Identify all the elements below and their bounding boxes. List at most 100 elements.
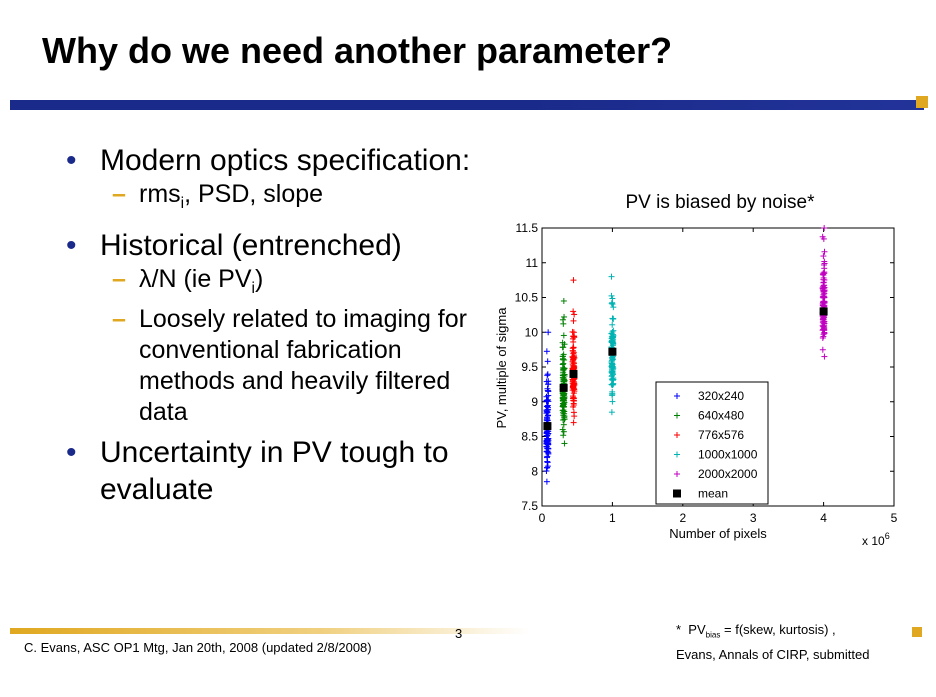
data-point — [571, 333, 578, 340]
data-point — [559, 344, 566, 351]
data-point — [561, 413, 568, 420]
data-point — [609, 315, 616, 322]
data-point — [821, 260, 828, 267]
y-tick-label: 10 — [525, 325, 539, 339]
data-point — [559, 353, 566, 360]
data-point — [544, 371, 551, 378]
data-point — [570, 419, 577, 426]
data-point — [569, 347, 576, 354]
sub-bullet-text: Loosely related to imaging for conventio… — [139, 305, 467, 426]
legend-box — [655, 381, 769, 505]
dash-icon: – — [112, 305, 126, 333]
data-point — [571, 311, 578, 318]
data-point — [609, 299, 616, 306]
data-point — [821, 225, 828, 231]
data-point — [571, 386, 578, 393]
data-point — [544, 453, 551, 460]
footer-bar — [10, 628, 530, 634]
bullet-dot-icon: • — [66, 144, 77, 177]
y-tick-label: 10.5 — [515, 291, 539, 305]
legend-label: 320x240 — [698, 389, 744, 403]
sub-bullet-rms: – rmsi, PSD, slope — [62, 179, 482, 219]
footer-accent-square — [912, 627, 922, 637]
bullet-text: Historical (entrenched) — [100, 229, 402, 262]
legend-label: 776x576 — [698, 428, 744, 442]
data-point — [559, 426, 566, 433]
data-point — [820, 235, 827, 242]
data-point — [610, 304, 617, 311]
y-tick-label: 8 — [531, 464, 538, 478]
mean-marker — [569, 369, 578, 378]
mean-marker — [543, 422, 552, 431]
legend-item: 2000x2000 — [674, 467, 758, 481]
x-tick-label: 2 — [679, 511, 686, 525]
data-point — [543, 348, 550, 355]
x-multiplier-exponent: 6 — [885, 531, 890, 541]
bullet-modern-optics: • Modern optics specification: — [62, 142, 482, 179]
data-point — [545, 381, 552, 388]
sub-bullet-text-after: , PSD, slope — [184, 180, 324, 208]
data-point — [544, 412, 551, 419]
sub-bullet-text: λ/N (ie PV — [139, 265, 252, 293]
data-point — [819, 316, 826, 323]
data-point — [545, 387, 552, 394]
sub-bullet-loosely: – Loosely related to imaging for convent… — [62, 304, 482, 428]
subscript: i — [180, 195, 185, 212]
page-number: 3 — [455, 626, 463, 641]
data-point — [561, 341, 568, 348]
data-point — [609, 338, 616, 345]
data-point — [561, 440, 568, 447]
data-point — [543, 478, 550, 485]
data-point — [560, 403, 567, 410]
data-point — [608, 409, 615, 416]
legend-mean-marker — [673, 489, 681, 498]
data-point — [608, 370, 615, 377]
data-point — [570, 344, 577, 351]
data-point — [610, 380, 617, 387]
bullet-dot-icon: • — [66, 229, 77, 262]
bullet-dot-icon: • — [66, 436, 77, 469]
dash-icon: – — [112, 180, 126, 208]
data-point — [559, 402, 566, 409]
legend-label: 640x480 — [698, 409, 744, 423]
data-point — [821, 353, 828, 360]
data-point — [545, 329, 552, 336]
y-tick-label: 11.5 — [516, 221, 539, 235]
legend-item: 776x576 — [674, 428, 744, 442]
data-point — [544, 358, 551, 365]
y-tick-label: 11 — [526, 256, 539, 270]
data-point — [560, 320, 567, 327]
data-point — [608, 376, 615, 383]
data-point — [609, 328, 616, 335]
dash-icon: – — [112, 265, 126, 293]
data-point — [560, 421, 567, 428]
sub-bullet-lambda: – λ/N (ie PVi) — [62, 264, 482, 304]
data-point — [543, 429, 550, 436]
bullet-text: Modern optics specification: — [100, 144, 471, 177]
data-point — [570, 359, 577, 366]
legend-item: 1000x1000 — [674, 448, 758, 462]
footnote: * PVbias = f(skew, kurtosis) , Evans, An… — [676, 620, 869, 664]
data-point — [609, 321, 616, 328]
y-tick-label: 9 — [531, 395, 538, 409]
pv-scatter-chart: PV is biased by noise* 0 1 2 3 4 5 7.5 8 8.5 9 9.5… — [494, 192, 898, 548]
chart-legend: 320x240 640x480 776x576 1000x1000 2000x2000 m… — [655, 381, 769, 505]
mean-marker — [608, 347, 617, 356]
sub-bullet-text: rms — [139, 180, 181, 208]
data-point — [571, 397, 578, 404]
legend-item: 320x240 — [674, 389, 744, 403]
data-point — [819, 346, 826, 353]
data-point — [820, 253, 827, 260]
data-point — [561, 313, 568, 320]
x-tick-label: 3 — [750, 511, 757, 525]
data-point — [561, 371, 568, 378]
data-point — [609, 355, 616, 362]
x-tick-label: 5 — [891, 511, 898, 525]
data-point — [561, 356, 568, 363]
footnote-pv: PV — [688, 622, 706, 637]
data-point — [610, 315, 617, 322]
data-point — [561, 365, 568, 372]
data-point — [609, 398, 616, 405]
slide-title: Why do we need another parameter? — [42, 30, 673, 71]
data-point — [559, 374, 566, 381]
